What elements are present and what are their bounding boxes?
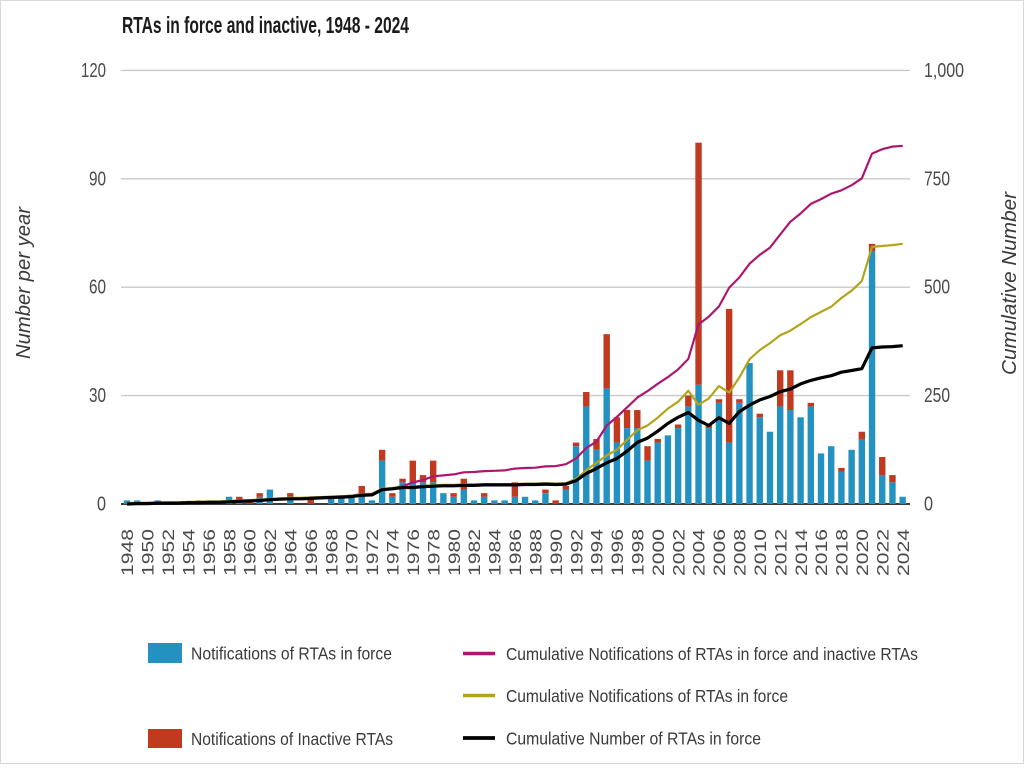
svg-text:1988: 1988 <box>526 529 545 576</box>
svg-text:Notifications of RTAs in force: Notifications of RTAs in force <box>191 644 392 664</box>
svg-text:2020: 2020 <box>853 529 872 576</box>
svg-text:2000: 2000 <box>649 529 668 576</box>
svg-text:0: 0 <box>924 494 933 516</box>
svg-text:Number per year: Number per year <box>13 206 35 359</box>
svg-text:30: 30 <box>89 385 106 407</box>
svg-text:1994: 1994 <box>588 529 607 576</box>
svg-text:2024: 2024 <box>894 529 913 576</box>
svg-text:1984: 1984 <box>486 529 505 576</box>
svg-text:1990: 1990 <box>547 529 566 576</box>
svg-text:1966: 1966 <box>302 529 321 576</box>
svg-text:Cumulative Notifications of RT: Cumulative Notifications of RTAs in forc… <box>506 644 918 664</box>
svg-text:250: 250 <box>924 385 950 407</box>
svg-text:60: 60 <box>89 277 106 299</box>
svg-text:2004: 2004 <box>690 529 709 576</box>
svg-text:1954: 1954 <box>179 529 198 576</box>
svg-text:1970: 1970 <box>343 529 362 576</box>
svg-text:2008: 2008 <box>731 529 750 576</box>
svg-text:1982: 1982 <box>465 529 484 576</box>
svg-text:1986: 1986 <box>506 529 525 576</box>
svg-text:2016: 2016 <box>812 529 831 576</box>
svg-text:1998: 1998 <box>629 529 648 576</box>
svg-text:750: 750 <box>924 168 950 190</box>
svg-text:2018: 2018 <box>833 529 852 576</box>
svg-text:1968: 1968 <box>322 529 341 576</box>
svg-text:1958: 1958 <box>220 529 239 576</box>
svg-text:1948: 1948 <box>118 529 137 576</box>
svg-text:1980: 1980 <box>445 529 464 576</box>
svg-text:1978: 1978 <box>424 529 443 576</box>
svg-text:500: 500 <box>924 277 950 299</box>
svg-text:1964: 1964 <box>282 529 301 576</box>
svg-text:1960: 1960 <box>241 529 260 576</box>
svg-text:2012: 2012 <box>771 529 790 576</box>
svg-text:Cumulative Number: Cumulative Number <box>999 191 1021 375</box>
svg-text:1992: 1992 <box>567 529 586 576</box>
svg-text:1962: 1962 <box>261 529 280 576</box>
svg-text:2014: 2014 <box>792 529 811 576</box>
svg-text:0: 0 <box>97 494 106 516</box>
svg-text:Cumulative Number of RTAs in f: Cumulative Number of RTAs in force <box>506 729 761 749</box>
svg-text:120: 120 <box>81 60 106 82</box>
svg-text:2006: 2006 <box>710 529 729 576</box>
svg-text:2022: 2022 <box>873 529 892 576</box>
svg-text:1976: 1976 <box>404 529 423 576</box>
svg-text:1956: 1956 <box>200 529 219 576</box>
svg-text:2002: 2002 <box>669 529 688 576</box>
svg-text:1950: 1950 <box>139 529 158 576</box>
svg-text:1,000: 1,000 <box>924 60 964 82</box>
svg-text:90: 90 <box>89 168 106 190</box>
svg-text:1996: 1996 <box>608 529 627 576</box>
svg-text:2010: 2010 <box>751 529 770 576</box>
svg-text:1972: 1972 <box>363 529 382 576</box>
svg-text:RTAs in force and inactive, 19: RTAs in force and inactive, 1948 - 2024 <box>122 12 409 38</box>
svg-text:Cumulative Notifications of RT: Cumulative Notifications of RTAs in forc… <box>506 686 788 706</box>
svg-text:Notifications of Inactive RTAs: Notifications of Inactive RTAs <box>191 729 393 749</box>
svg-text:1952: 1952 <box>159 529 178 576</box>
svg-text:1974: 1974 <box>384 529 403 576</box>
